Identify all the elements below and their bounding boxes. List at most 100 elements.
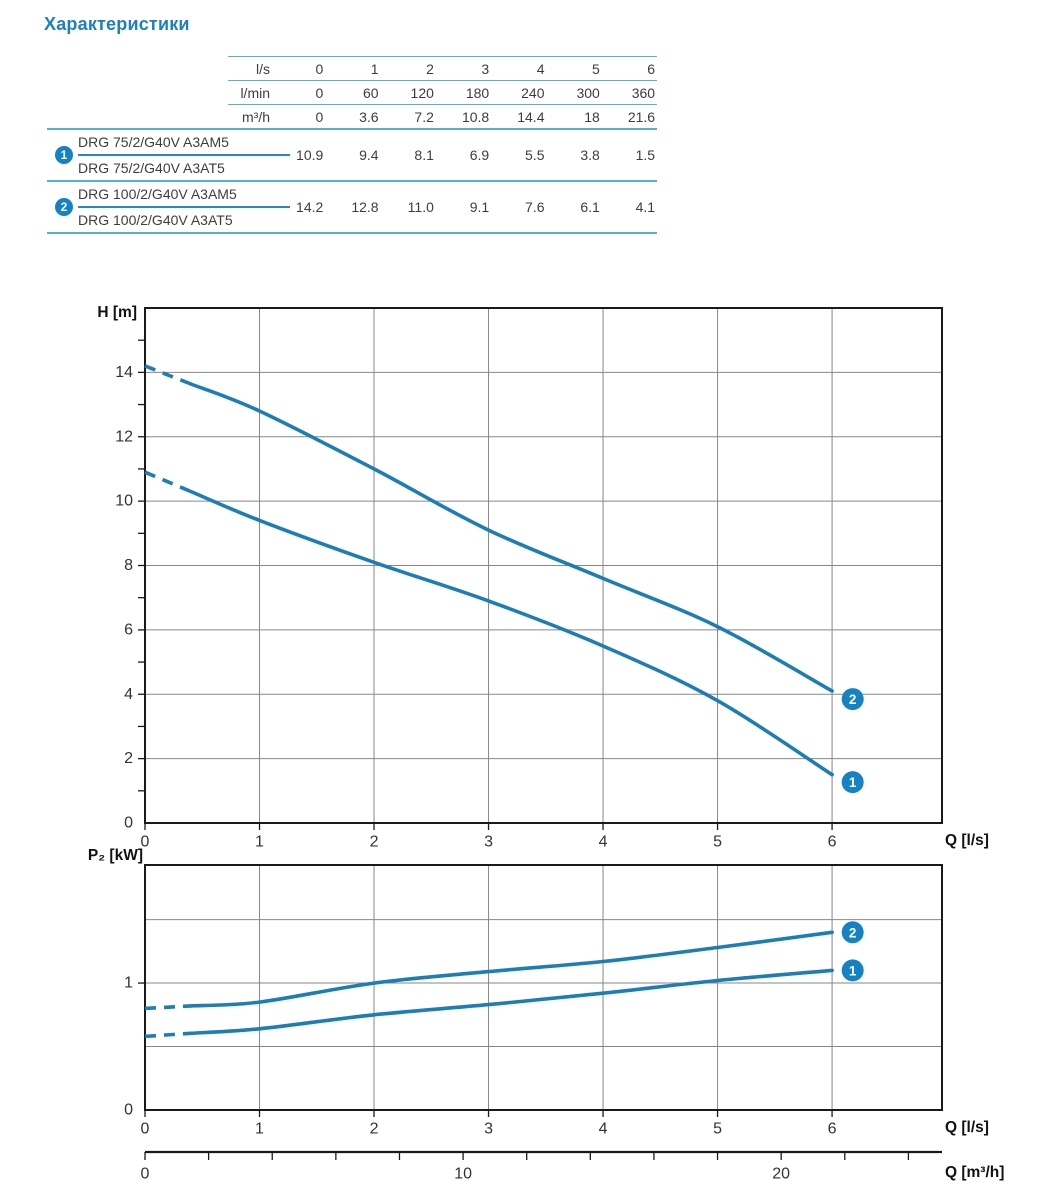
group-badge-1: 1: [55, 146, 73, 164]
curve-2-dashed: [144, 364, 192, 386]
curve-1: [189, 968, 834, 1036]
head-value: 6.9: [469, 147, 490, 163]
head-value: 1.5: [635, 147, 656, 163]
flow-value: 18: [584, 109, 600, 125]
flow-value: 3.6: [359, 109, 379, 125]
x-tick-label: 1: [255, 834, 264, 851]
y-tick-label: 6: [124, 621, 133, 638]
table-rule-bottom: [47, 232, 657, 234]
characteristics-table: l/s 0 1 2 3 4 5 6 l/min 0 60 120 180 240 300 360 m³/h 0 3.…: [47, 45, 657, 237]
curve-badge-2: [841, 921, 864, 944]
x-tick-label: 3: [484, 1121, 493, 1138]
curve-2-dashed: [144, 1004, 191, 1011]
x-tick-label: 0: [141, 1121, 150, 1138]
head-value: 3.8: [580, 147, 600, 163]
curve-badge-2: [841, 688, 864, 711]
p2-axis-label: P₂ [kW]: [87, 847, 143, 864]
flow-value: 60: [363, 85, 379, 101]
y-tick-label: 10: [115, 493, 133, 510]
curve-badge-1: [841, 959, 864, 982]
head-value: 6.1: [580, 199, 600, 215]
x-tick-label: 4: [599, 1121, 608, 1138]
x-tick-label: 4: [599, 834, 608, 851]
unit-label-1: l/min: [240, 85, 270, 101]
head-value: 9.4: [359, 147, 379, 163]
curve-badge-1: [841, 771, 864, 794]
h-axis-label: H [m]: [97, 304, 137, 321]
head-value: 5.5: [525, 147, 545, 163]
table-rule-group-sep: [47, 180, 657, 182]
y-tick-label: 8: [124, 557, 133, 574]
curve-2: [189, 930, 834, 1008]
y-tick-label: 4: [124, 686, 133, 703]
x-tick-label: 2: [370, 834, 379, 851]
flow-value: 4: [536, 61, 545, 77]
q-m3h-axis-label: Q [m³/h]: [945, 1164, 1005, 1181]
q-ls-axis-label-bottom: Q [l/s]: [945, 1119, 989, 1136]
curve-badge-label-2: 2: [849, 692, 857, 707]
unit-label-0: l/s: [256, 61, 270, 77]
x-tick-label: 1: [255, 1121, 264, 1138]
secondary-axis-label: 0: [141, 1166, 150, 1183]
flow-value: 360: [631, 85, 656, 101]
x-tick-label: 0: [141, 834, 150, 851]
flow-value: 7.2: [414, 109, 434, 125]
header-rule-2: [228, 104, 657, 106]
header-rule-top: [228, 56, 657, 58]
q-ls-axis-label-top: Q [l/s]: [945, 832, 989, 849]
flow-value: 120: [410, 85, 434, 101]
header-rule-1: [228, 80, 657, 82]
x-tick-label: 6: [828, 1121, 837, 1138]
unit-label-2: m³/h: [242, 109, 270, 125]
table-rule-header-bottom: [47, 128, 657, 130]
model-name: DRG 100/2/G40V A3AM5: [78, 186, 237, 202]
flow-value: 180: [465, 85, 490, 101]
flow-value: 3: [481, 61, 490, 77]
head-value: 14.2: [296, 199, 324, 215]
head-value: 10.9: [296, 147, 324, 163]
flow-value: 300: [576, 85, 600, 101]
curve-badge-label-1: 1: [849, 775, 857, 790]
curve-1-dashed: [144, 470, 192, 494]
curve-1: [189, 489, 834, 777]
x-tick-label: 5: [713, 834, 722, 851]
flow-value: 0: [315, 85, 324, 101]
flow-value: 1: [370, 61, 379, 77]
y-tick-label: 12: [115, 428, 133, 445]
secondary-axis-label: 20: [772, 1166, 790, 1183]
y-tick-label: 14: [115, 364, 133, 381]
flow-value: 5: [592, 61, 600, 77]
curve-badge-label-1: 1: [849, 963, 857, 978]
x-tick-label: 3: [484, 834, 493, 851]
flow-value: 14.4: [517, 109, 545, 125]
head-value: 8.1: [414, 147, 434, 163]
x-tick-label: 6: [828, 834, 837, 851]
flow-value: 2: [426, 61, 434, 77]
x-tick-label: 5: [713, 1121, 722, 1138]
curve-badge-label-2: 2: [849, 925, 857, 940]
model-name: DRG 100/2/G40V A3AT5: [78, 212, 233, 228]
head-value: 4.1: [635, 199, 656, 215]
curve-1-dashed: [144, 1031, 191, 1039]
head-value: 11.0: [407, 199, 434, 215]
flow-value: 6: [647, 61, 656, 77]
y-tick-label: 0: [124, 1102, 133, 1119]
flow-value: 0: [315, 61, 324, 77]
model-divider-2: [78, 206, 290, 208]
flow-value: 21.6: [627, 109, 656, 125]
y-tick-label: 1: [124, 975, 133, 992]
x-tick-label: 2: [370, 1121, 379, 1138]
secondary-axis-label: 10: [454, 1166, 472, 1183]
curve-2: [189, 382, 834, 693]
group-badge-2: 2: [55, 198, 73, 216]
y-tick-label: 2: [124, 750, 133, 767]
flow-value: 0: [315, 109, 324, 125]
plot-frame: [144, 864, 943, 1111]
model-name: DRG 75/2/G40V A3AT5: [78, 160, 225, 176]
y-tick-label: 0: [124, 815, 133, 832]
page-title: Характеристики: [44, 14, 190, 34]
head-value: 7.6: [525, 199, 545, 215]
model-name: DRG 75/2/G40V A3AM5: [78, 134, 229, 150]
